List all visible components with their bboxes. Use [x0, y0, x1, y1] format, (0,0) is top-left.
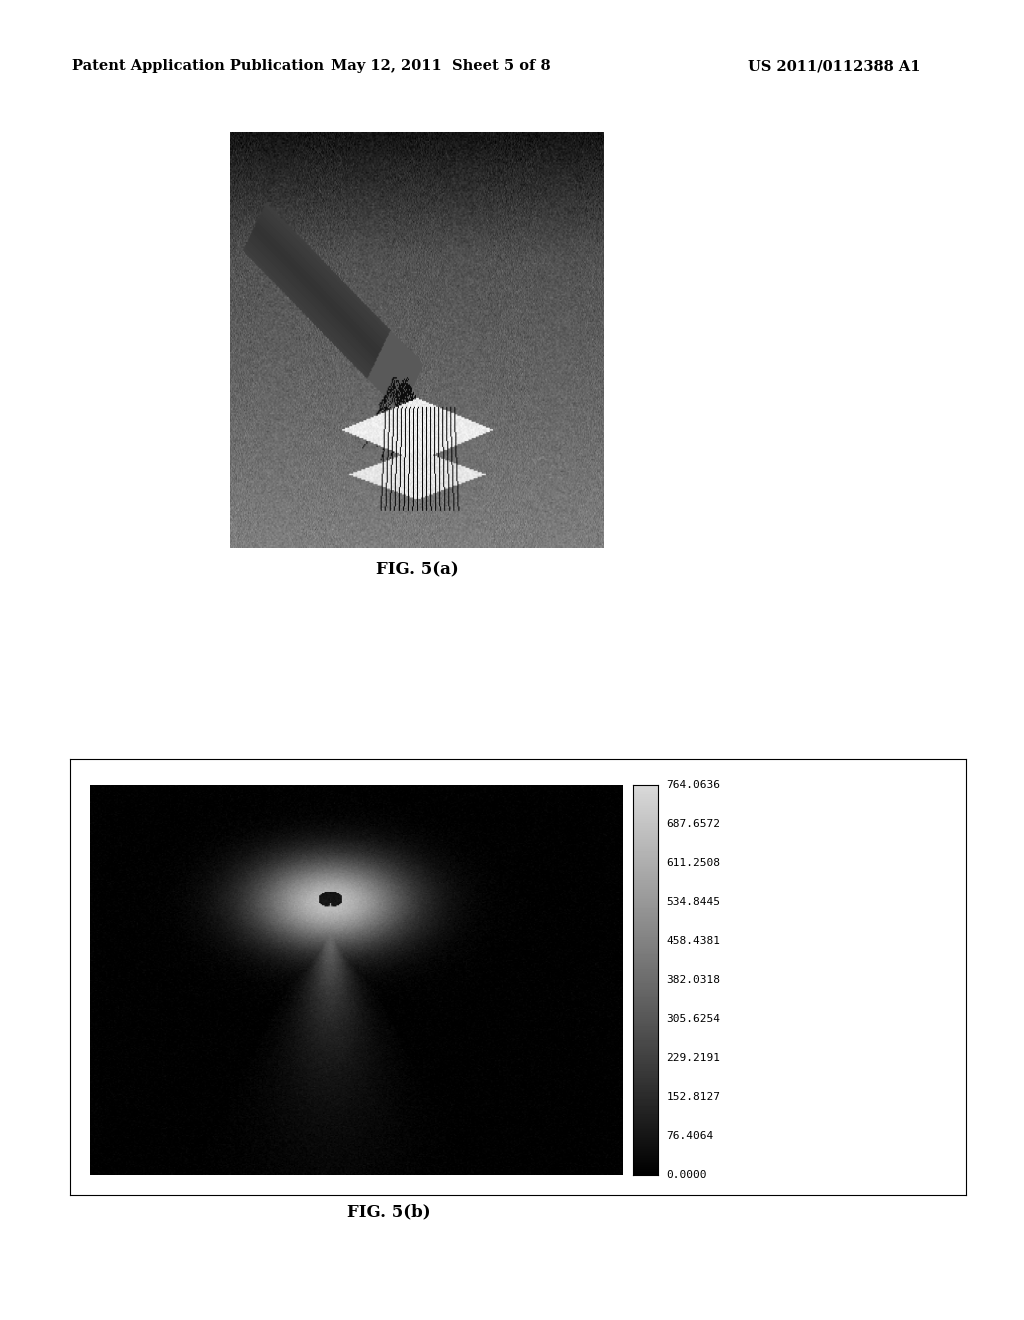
Text: FIG. 5(a): FIG. 5(a): [377, 561, 459, 578]
Text: 305.6254: 305.6254: [667, 1014, 721, 1024]
Text: 534.8445: 534.8445: [667, 898, 721, 907]
Text: 687.6572: 687.6572: [667, 820, 721, 829]
Text: 229.2191: 229.2191: [667, 1053, 721, 1063]
Text: 611.2508: 611.2508: [667, 858, 721, 869]
Text: 152.8127: 152.8127: [667, 1092, 721, 1102]
Text: FIG. 5(b): FIG. 5(b): [347, 1204, 431, 1221]
Text: US 2011/0112388 A1: US 2011/0112388 A1: [748, 59, 920, 74]
Text: 764.0636: 764.0636: [667, 780, 721, 791]
Text: 76.4064: 76.4064: [667, 1131, 714, 1140]
Text: 458.4381: 458.4381: [667, 936, 721, 946]
Text: 382.0318: 382.0318: [667, 975, 721, 985]
Text: 0.0000: 0.0000: [667, 1170, 708, 1180]
Text: Patent Application Publication: Patent Application Publication: [72, 59, 324, 74]
Text: May 12, 2011  Sheet 5 of 8: May 12, 2011 Sheet 5 of 8: [331, 59, 550, 74]
